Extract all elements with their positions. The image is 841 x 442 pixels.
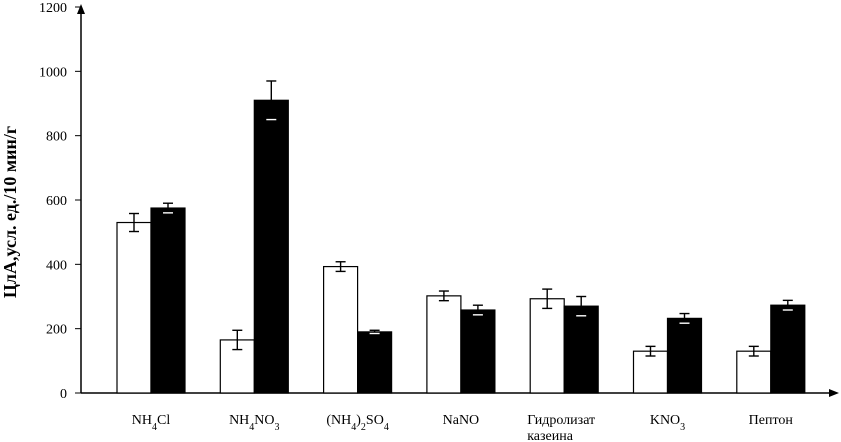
bar-series-2 bbox=[563, 305, 599, 394]
y-tick-label: 1200 bbox=[39, 1, 67, 16]
bar-series-2 bbox=[357, 331, 393, 394]
category-label: Гидролизат bbox=[527, 413, 595, 428]
bar-series-1 bbox=[426, 295, 462, 394]
y-tick-label: 400 bbox=[46, 258, 67, 273]
category-label: Пептон bbox=[749, 413, 794, 428]
bar-series-2 bbox=[460, 309, 496, 394]
bar-series-2 bbox=[666, 317, 703, 394]
y-tick-label: 200 bbox=[46, 323, 67, 338]
y-axis-label: ЦлА,усл. ед./10 мин/г bbox=[0, 126, 20, 298]
x-axis-arrow bbox=[829, 389, 839, 397]
y-tick-label: 800 bbox=[46, 130, 67, 145]
bar-series-2 bbox=[150, 207, 186, 394]
y-tick-label: 0 bbox=[60, 387, 67, 402]
category-label: NH4Cl bbox=[132, 413, 171, 433]
category-label: NaNO bbox=[443, 413, 480, 428]
y-tick-label: 600 bbox=[46, 194, 67, 209]
bar-series-1 bbox=[632, 350, 669, 394]
bar-series-1 bbox=[323, 265, 359, 394]
y-axis-arrow bbox=[77, 4, 85, 14]
bar-series-1 bbox=[116, 221, 152, 394]
category-label: казеина bbox=[527, 429, 574, 442]
bar-series-2 bbox=[770, 304, 806, 394]
category-label: NH4NO3 bbox=[229, 413, 279, 433]
category-label: (NH4)2SO4 bbox=[326, 413, 388, 433]
bar-series-2 bbox=[253, 99, 289, 394]
bar-series-1 bbox=[529, 298, 565, 394]
bar-series-1 bbox=[736, 350, 772, 394]
category-label: KNO3 bbox=[650, 413, 685, 433]
y-tick-label: 1000 bbox=[39, 65, 67, 80]
